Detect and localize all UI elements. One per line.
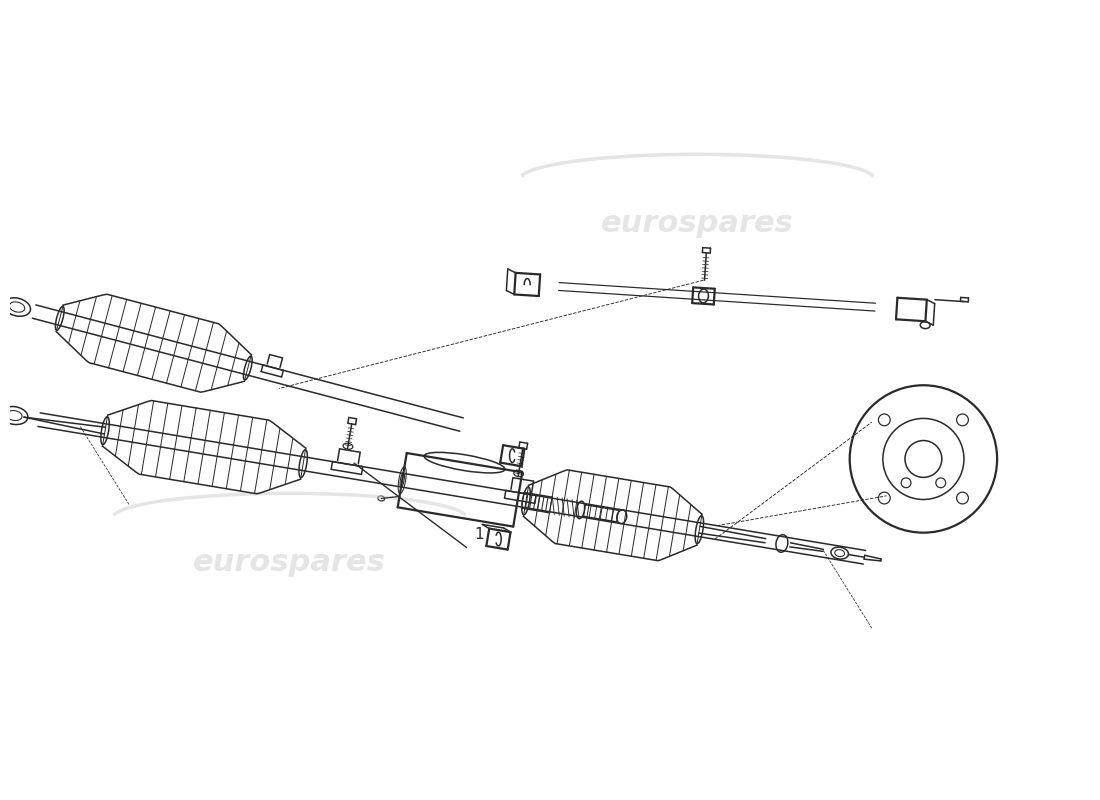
Ellipse shape (243, 356, 252, 380)
Ellipse shape (776, 534, 788, 552)
Ellipse shape (921, 322, 931, 329)
Ellipse shape (299, 450, 307, 478)
Ellipse shape (695, 516, 704, 544)
Ellipse shape (424, 452, 505, 473)
Text: eurospares: eurospares (194, 548, 386, 577)
Ellipse shape (698, 289, 708, 303)
Ellipse shape (377, 496, 385, 501)
Ellipse shape (55, 306, 64, 330)
Circle shape (849, 386, 997, 533)
Ellipse shape (521, 487, 530, 514)
Text: eurospares: eurospares (601, 209, 794, 238)
Ellipse shape (830, 547, 848, 559)
Ellipse shape (617, 510, 627, 524)
Ellipse shape (576, 501, 584, 518)
Text: 1: 1 (474, 527, 484, 542)
Ellipse shape (101, 417, 109, 445)
